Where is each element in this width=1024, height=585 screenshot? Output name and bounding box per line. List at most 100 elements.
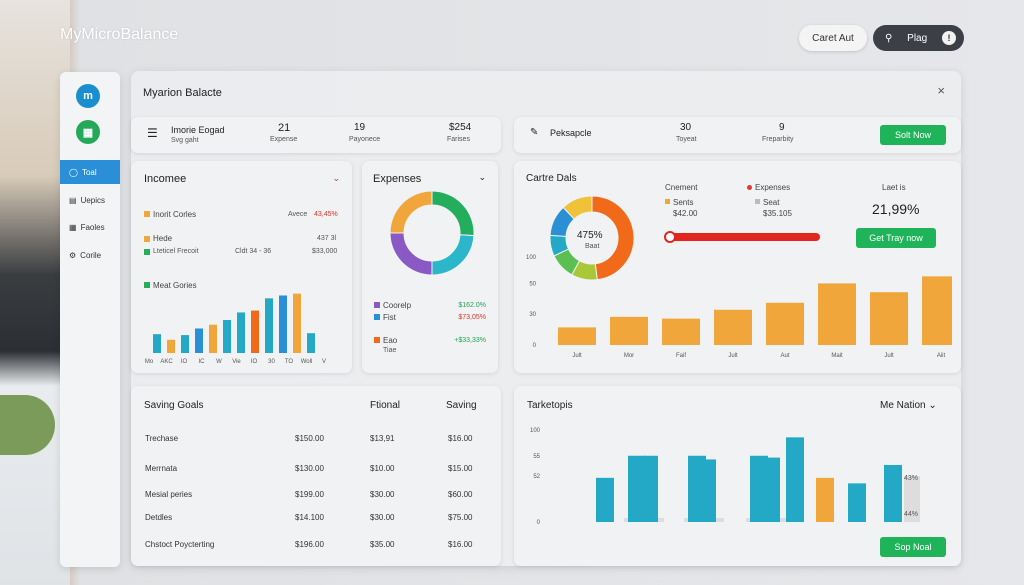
income-row-right-label: Avece [288, 211, 308, 218]
menu-icon[interactable]: ☰ [147, 126, 158, 140]
carte-bar-chart: 100 50 30 0 Jult Mor Faif Jult Aut Mait Jult Aiit [526, 255, 952, 359]
income-bar [195, 328, 203, 353]
income-bar [167, 339, 175, 353]
expenses-legend-value: +$33,33% [454, 337, 486, 344]
tarketopis-bar [904, 476, 920, 522]
sidebar: m ▦ ◯ Toal ▤ Uepics ▦ Faoles ⚙ Corile [60, 72, 120, 567]
income-row-value: 437 3l [317, 235, 337, 242]
sidebar-item-corile[interactable]: ⚙ Corile [60, 243, 120, 267]
goal-saving: $16.00 [448, 434, 473, 443]
legend-label: Seat [763, 198, 780, 207]
right-stat2-label: Freparbity [762, 136, 794, 143]
goal-amount: $196.00 [295, 540, 324, 549]
sidebar-item-faoles[interactable]: ▦ Faoles [60, 215, 120, 239]
sidebar-item-toal[interactable]: ◯ Toal [60, 160, 120, 184]
app-logo-icon[interactable]: m [76, 84, 100, 108]
goal-ftional: $35.00 [370, 540, 395, 549]
goal-saving: $15.00 [448, 464, 473, 473]
goal-amount: $14.100 [295, 513, 324, 522]
chevron-down-icon[interactable]: ⌄ [478, 172, 486, 182]
income-x-tick: W [216, 359, 222, 365]
sidebar-item-uepics[interactable]: ▤ Uepics [60, 188, 120, 212]
kpi-value: 21,99% [872, 201, 920, 217]
carte-donut-chart [549, 195, 635, 281]
carte-x-tick: Jult [728, 353, 738, 359]
summary-title: Imorie Eogad [171, 125, 225, 135]
tarketopis-y-tick: 55 [533, 454, 540, 460]
carte-x-tick: Faif [676, 353, 686, 359]
tarketopis-bar [816, 477, 834, 522]
stat3-value: $254 [449, 122, 472, 133]
bar-label-2: 44% [904, 511, 919, 518]
sop-noal-button[interactable]: Sop Noal [880, 537, 946, 557]
bar-label-1: 43% [904, 475, 919, 482]
income-x-tick: Woll [301, 359, 313, 365]
plag-button[interactable]: ⚲ Plag ! [873, 25, 964, 51]
stat2-value: 19 [354, 122, 366, 133]
progress-handle[interactable] [664, 231, 676, 243]
close-icon[interactable]: × [937, 83, 945, 98]
sidebar-item-label: Corile [80, 250, 102, 260]
grid-icon: ▦ [69, 222, 77, 232]
income-x-tick: TO [285, 359, 294, 365]
wallet-icon[interactable]: ▦ [76, 120, 100, 144]
carte-bar [662, 318, 700, 345]
caret-button[interactable]: Caret Aut [799, 25, 867, 51]
carte-title: Cartre Dals [526, 173, 577, 184]
tarketopis-bar [884, 464, 902, 522]
nation-dropdown[interactable]: Me Nation ⌄ [880, 400, 937, 411]
tarketopis-bar [848, 483, 866, 522]
income-bar [223, 320, 231, 353]
tarketopis-bar [750, 455, 768, 522]
income-bar [307, 333, 315, 353]
table-row[interactable]: Merrnata $130.00 $10.00 $15.00 [131, 464, 501, 476]
expenses-legend-value: $73,05% [458, 314, 486, 321]
solt-now-button[interactable]: Solt Now [880, 125, 946, 145]
expenses-donut-chart [389, 190, 475, 276]
carte-y-tick: 30 [529, 312, 536, 318]
tarketopis-bar [766, 457, 780, 522]
carte-y-tick: 0 [533, 343, 537, 349]
tarketopis-bar [628, 455, 646, 522]
tarketopis-bar [596, 477, 614, 522]
table-row[interactable]: Detdles $14.100 $30.00 $75.00 [131, 513, 501, 525]
expenses-legend-value: $162.0% [458, 302, 486, 309]
tarketopis-title: Tarketopis [527, 400, 573, 411]
expenses-legend-label: Eao [383, 336, 398, 345]
get-tray-button[interactable]: Get Tray now [856, 228, 936, 248]
stat2-label: Payonece [349, 136, 381, 143]
carte-x-tick: Mait [831, 353, 843, 359]
background-plant [0, 395, 55, 455]
legend-value: $35.105 [763, 209, 792, 218]
panel-title: Myarion Balacte [143, 87, 222, 99]
table-row[interactable]: Chstoct Poycterting $196.00 $35.00 $16.00 [131, 540, 501, 552]
legend-swatch [144, 249, 150, 255]
goal-name: Merrnata [145, 464, 178, 473]
legend-swatch [144, 211, 150, 217]
expenses-legend-sub: Tiae [383, 347, 397, 354]
carte-x-tick: Jult [884, 353, 894, 359]
table-row[interactable]: Mesial peries $199.00 $30.00 $60.00 [131, 490, 501, 502]
carte-bar [766, 302, 804, 345]
carte-x-tick: Aut [780, 353, 789, 359]
tarketopis-bar [702, 459, 716, 522]
summary-card: ☰ Imorie Eogad Svg gaht 21 Expense 19 Pa… [131, 117, 501, 153]
goal-ftional: $30.00 [370, 490, 395, 499]
table-row[interactable]: Trechase $150.00 $13,91 $16.00 [131, 434, 501, 446]
expenses-card: Expenses ⌄ Coorelp $162.0% Fist $73,05% … [362, 161, 498, 373]
carte-bar [610, 316, 648, 345]
goal-amount: $130.00 [295, 464, 324, 473]
income-row-value: 43,45% [314, 211, 338, 218]
chevron-down-icon[interactable]: ⌄ [332, 173, 340, 183]
carte-x-tick: Aiit [937, 353, 946, 359]
income-x-tick: IO [181, 359, 188, 365]
tarketopis-bar [644, 455, 658, 522]
settings-icon: ⚙ [69, 250, 77, 260]
goal-saving: $60.00 [448, 490, 473, 499]
document-icon: ▤ [69, 195, 77, 205]
expenses-donut-slice [431, 234, 475, 276]
legend-swatch [374, 314, 380, 320]
summary-right-label: Peksapcle [550, 128, 592, 138]
goal-amount: $199.00 [295, 490, 324, 499]
brand-title: MyMicroBalance [60, 26, 179, 43]
